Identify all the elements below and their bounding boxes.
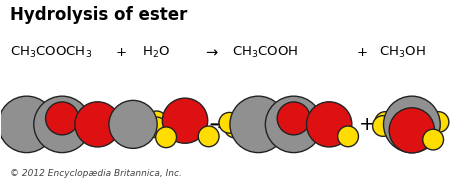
Ellipse shape [198,126,219,147]
Ellipse shape [146,111,167,132]
Ellipse shape [219,112,240,133]
Ellipse shape [162,98,208,143]
Text: © 2012 Encyclopædia Britannica, Inc.: © 2012 Encyclopædia Britannica, Inc. [10,169,182,178]
Ellipse shape [265,96,322,153]
Text: +: + [116,46,127,59]
Text: CH$_3$OH: CH$_3$OH [379,45,426,60]
Ellipse shape [383,96,440,153]
Ellipse shape [248,119,269,140]
Ellipse shape [224,117,245,138]
Text: $\rightarrow$: $\rightarrow$ [203,45,219,60]
Ellipse shape [146,117,167,138]
Ellipse shape [307,102,352,147]
Ellipse shape [428,112,449,132]
Ellipse shape [75,102,120,147]
Text: Hydrolysis of ester: Hydrolysis of ester [10,6,188,24]
Ellipse shape [277,102,310,135]
Ellipse shape [0,117,14,138]
Ellipse shape [230,96,287,153]
Ellipse shape [337,126,358,147]
Ellipse shape [389,108,435,153]
Ellipse shape [156,127,176,148]
Ellipse shape [109,100,157,148]
Ellipse shape [34,96,91,153]
Text: H$_2$O: H$_2$O [143,45,171,60]
Ellipse shape [375,112,396,132]
Ellipse shape [16,119,37,140]
Text: +: + [357,46,368,59]
Ellipse shape [373,116,393,136]
Ellipse shape [123,109,144,130]
Text: +: + [359,115,375,134]
Ellipse shape [0,112,8,133]
Text: CH$_3$COOH: CH$_3$COOH [232,45,299,60]
Text: +: + [151,115,167,134]
Ellipse shape [423,129,444,150]
Ellipse shape [46,102,79,135]
Ellipse shape [0,96,55,153]
Text: CH$_3$COOCH$_3$: CH$_3$COOCH$_3$ [10,45,92,60]
Ellipse shape [401,109,422,130]
